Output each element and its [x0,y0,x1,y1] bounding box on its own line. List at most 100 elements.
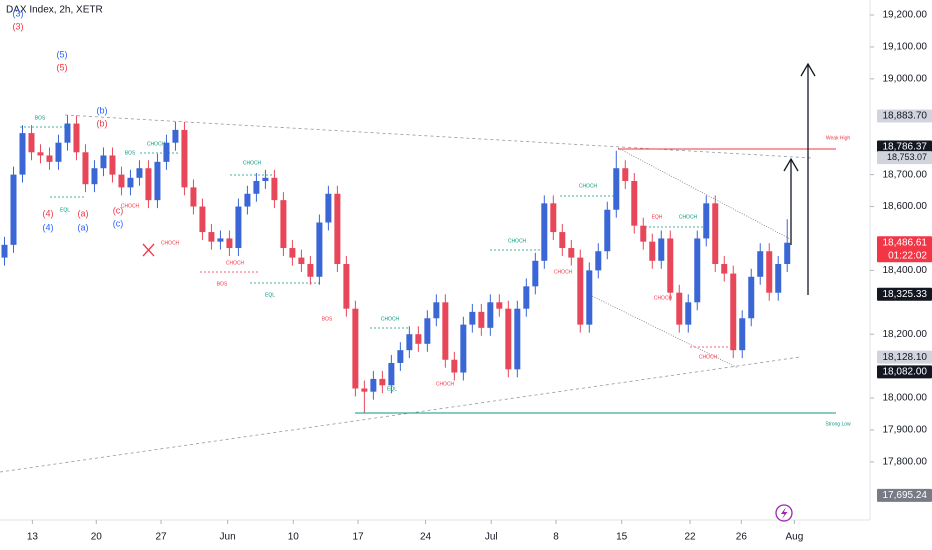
candle-body [289,248,296,258]
wave-label: (b) [97,105,108,115]
candle-body [577,257,584,325]
alert-circle[interactable] [775,504,793,522]
price-tag [877,109,932,123]
wave-label: (5) [57,49,68,59]
candle-body [199,206,206,233]
candle-body [379,378,386,386]
candle-body [622,168,629,181]
candle-body [550,203,557,233]
candle-body [442,302,449,360]
structure-label: CHOCH [436,381,455,387]
y-tick-label: 19,100.00 [883,42,928,53]
candle-body [73,123,80,153]
candle-body [694,238,701,303]
candle-body [181,129,188,188]
x-tick-label: 15 [616,532,628,543]
price-tag [877,365,932,379]
candle-body [1,244,8,258]
price-tag-label: 18,753.07 [887,152,927,162]
candle-body [226,238,233,249]
candle-body [37,152,44,156]
candle-body [118,174,125,188]
structure-label: CHOCH [654,295,673,301]
structure-label: CHOCH [147,141,166,147]
candle-body [496,302,503,309]
wave-label: (a) [78,208,89,218]
wave-label: (a) [78,222,89,232]
candle-body [415,334,422,344]
candle-body [28,133,35,153]
structure-label: CHOCH [699,354,718,360]
candle-body [784,242,791,264]
wave-label: (c) [113,218,124,228]
wave-label: (5) [57,62,68,72]
structure-label: CHOCH [679,214,698,220]
candle-body [649,241,656,261]
candle-body [658,238,665,261]
candle-body [397,350,404,363]
structure-label: EQL [387,386,397,392]
candle-body [514,308,521,370]
candle-body [676,292,683,325]
candle-body [145,168,152,201]
wave-label: (4) [43,222,54,232]
candle-body [100,155,107,169]
chart-title: DAX Index, 2h, XETR [6,5,103,16]
candle-body [595,251,602,271]
structure-label: Strong Low [825,421,851,427]
structure-label: CHOCH [554,269,573,275]
candle-body [280,200,287,249]
candle-body [640,225,647,242]
structure-label: EQH [652,214,663,220]
channel-line [617,147,793,241]
y-tick-label: 17,800.00 [883,457,928,468]
x-tick-label: 27 [155,532,167,543]
candle-body [307,263,314,277]
x-tick-label: 10 [288,532,300,543]
y-tick-label: 18,700.00 [883,169,928,180]
structure-label: EQL [265,292,275,298]
price-tag-label: 18,883.70 [883,111,928,122]
candle-body [352,308,359,389]
candle-body [433,302,440,319]
y-tick-label: 18,400.00 [883,265,928,276]
candle-body [532,260,539,287]
arrow-head [800,62,816,77]
structure-label: CHOCH [381,316,400,322]
candle-body [523,286,530,309]
x-tick-label: 13 [27,532,39,543]
candle-body [613,168,620,210]
alert-bolt[interactable] [781,507,788,519]
wave-label: (3) [13,8,24,18]
candle-body [586,270,593,325]
candle-body [172,129,179,143]
x-tick-label: 26 [736,532,748,543]
candle-body [469,311,476,325]
candle-body [406,334,413,351]
candle-body [721,263,728,274]
y-tick-label: 18,000.00 [883,393,928,404]
candle-body [217,238,224,242]
channel-line [589,294,739,369]
structure-label: BOS [35,115,46,121]
candle-body [271,177,278,201]
candle-body [325,193,332,223]
candle-body [109,155,116,175]
candle-body [388,362,395,386]
y-tick-label: 17,900.00 [883,425,928,436]
structure-label: CHOCH [243,160,262,166]
candle-body [451,359,458,373]
candle-body [235,206,242,249]
wave-label: (3) [13,21,24,31]
candle-body [370,378,377,392]
candle-body [757,251,764,277]
candle-body [253,180,260,194]
candle-body [739,318,746,351]
candle-body [136,168,143,178]
candle-body [127,177,134,188]
candle-body [748,276,755,319]
x-tick-label: Jul [485,532,498,543]
alert-icon[interactable] [775,504,793,522]
price-tag-label: 18,786.37 [883,142,928,153]
candle-body [568,248,575,258]
